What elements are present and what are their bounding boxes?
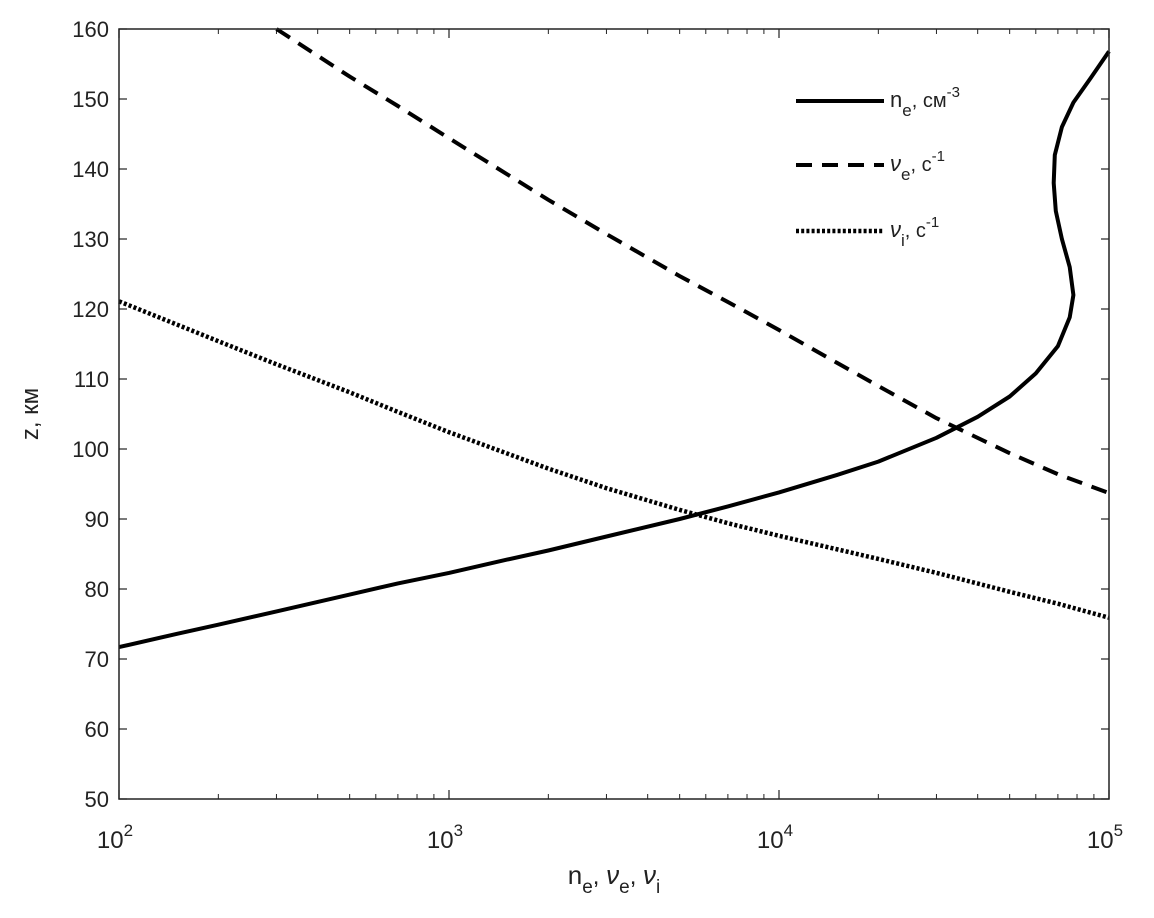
y-axis-title: z, км bbox=[17, 388, 44, 440]
y-tick-label: 130 bbox=[72, 227, 109, 252]
x-tick-label: 105 bbox=[1087, 821, 1123, 854]
series-layer bbox=[118, 27, 1111, 650]
x-tick-label: 103 bbox=[427, 821, 463, 854]
plot-area-frame bbox=[118, 28, 1110, 800]
y-tick-label: 80 bbox=[85, 577, 109, 602]
x-tick-label: 104 bbox=[757, 821, 793, 854]
series-line-ne bbox=[118, 50, 1111, 650]
legend-label-ne: ne, см-3 bbox=[890, 84, 960, 120]
y-axis-ticks: 50 60 70 80 90 100 110 120 130 140 150 160 bbox=[72, 17, 1109, 812]
series-line-nu_i bbox=[118, 299, 1110, 620]
y-tick-label: 90 bbox=[85, 507, 109, 532]
legend-label-nu_i: νi, с-1 bbox=[890, 214, 939, 250]
y-tick-label: 120 bbox=[72, 297, 109, 322]
y-tick-label: 110 bbox=[74, 367, 109, 392]
y-tick-label: 160 bbox=[72, 17, 109, 42]
legend: ne, см-3 νe, с-1 νi, с-1 bbox=[796, 84, 960, 250]
y-tick-label: 50 bbox=[85, 787, 109, 812]
y-tick-label: 100 bbox=[72, 437, 109, 462]
y-tick-label: 150 bbox=[72, 87, 109, 112]
legend-label-nu_e: νe, с-1 bbox=[890, 148, 945, 184]
y-tick-label: 70 bbox=[85, 647, 109, 672]
x-tick-label: 102 bbox=[97, 821, 133, 854]
x-axis-title: ne, νe, νi bbox=[568, 860, 661, 898]
x-axis-ticks: 102 103 104 105 bbox=[97, 29, 1123, 854]
series-line-nu_e bbox=[275, 27, 1110, 495]
y-tick-label: 140 bbox=[72, 157, 109, 182]
y-tick-label: 60 bbox=[85, 717, 109, 742]
